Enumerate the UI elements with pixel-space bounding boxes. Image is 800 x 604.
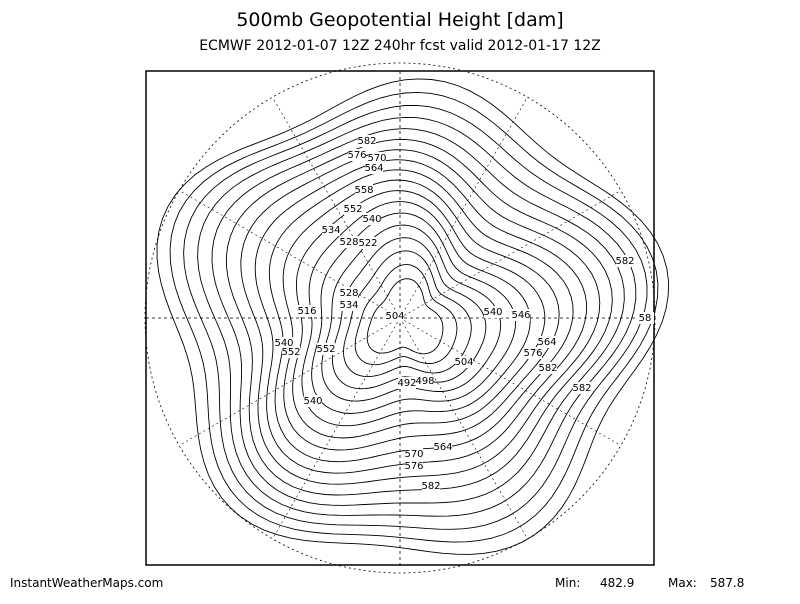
contour-label-bg	[386, 310, 404, 322]
contour-line	[268, 169, 574, 463]
contour-label: 546	[511, 310, 530, 321]
contour-label: 58	[639, 313, 652, 324]
contour-line	[254, 159, 588, 474]
contour-label: 492	[397, 378, 416, 389]
contour-label-bg	[416, 375, 434, 387]
contour-line	[211, 128, 625, 506]
contour-label-bg	[359, 237, 377, 249]
latitude-circle	[144, 62, 656, 574]
contour-line	[225, 138, 613, 496]
contour-label-bg	[365, 162, 383, 174]
contour-label-bg	[348, 149, 366, 161]
contour-label-bg	[340, 287, 358, 299]
contour-label-bg	[398, 377, 416, 389]
contour-label-bg	[422, 480, 440, 492]
contour-label-bg	[340, 299, 358, 311]
max-label: Max:	[668, 576, 697, 590]
contour-label: 582	[538, 363, 557, 374]
contour-label-bg	[538, 336, 556, 348]
contour-label-bg	[616, 255, 634, 267]
contour-label: 540	[483, 307, 502, 318]
contour-label-bg	[405, 448, 423, 460]
contour-label: 558	[354, 185, 373, 196]
contour-label: 540	[362, 214, 381, 225]
contour-label-bg	[539, 362, 557, 374]
contour-label-bg	[573, 382, 591, 394]
contour-label: 552	[281, 347, 300, 358]
contour-line	[240, 149, 601, 485]
title: 500mb Geopotential Height [dam]	[236, 9, 563, 31]
contour-label: 528	[339, 237, 358, 248]
contour-label: 504	[385, 311, 404, 322]
contour-label: 534	[321, 225, 340, 236]
contour-label-bg	[368, 152, 386, 164]
contour-line	[343, 250, 472, 378]
contour-label: 582	[357, 136, 376, 147]
contour-line	[311, 212, 516, 414]
contour-label-bg	[455, 356, 473, 368]
contour-label-bg	[358, 135, 376, 147]
contour-line	[366, 278, 444, 355]
contour-label: 522	[358, 238, 377, 249]
contour-label-bg	[344, 203, 362, 215]
contour-label-bg	[434, 441, 452, 453]
contour-label: 576	[404, 461, 423, 472]
contour-label: 582	[572, 383, 591, 394]
contour-label: 540	[303, 396, 322, 407]
subtitle: ECMWF 2012-01-07 12Z 240hr fcst valid 20…	[199, 38, 601, 54]
contour-label-bg	[322, 224, 340, 236]
contour-label: 582	[421, 481, 440, 492]
contour-line	[321, 224, 502, 402]
contour-line	[292, 190, 546, 439]
contour-line	[169, 91, 659, 543]
contour-label-bg	[524, 347, 542, 359]
contour-label: 516	[297, 306, 316, 317]
min-label: Min:	[555, 576, 580, 590]
contour-line	[282, 179, 560, 451]
contour-label-bg	[282, 346, 300, 358]
source: InstantWeatherMaps.com	[10, 576, 163, 590]
contour-label: 534	[339, 300, 358, 311]
contour-line	[331, 237, 487, 390]
contour-label: 582	[615, 256, 634, 267]
contour-label: 576	[347, 150, 366, 161]
contour-label: 564	[537, 337, 556, 348]
contour-label-bg	[636, 312, 654, 324]
contour-line	[183, 104, 648, 530]
contour-label-bg	[304, 395, 322, 407]
max-value: 587.8	[710, 576, 744, 590]
contour-label: 504	[454, 357, 473, 368]
contour-line	[301, 201, 531, 427]
contour-label: 576	[523, 348, 542, 359]
contour-line	[354, 264, 458, 366]
min-value: 482.9	[600, 576, 634, 590]
contour-label: 540	[274, 338, 293, 349]
contour-label-bg	[512, 309, 530, 321]
contour-label: 570	[367, 153, 386, 164]
contour-label: 564	[364, 163, 383, 174]
contour-label-bg	[317, 343, 335, 355]
contour-label: 570	[404, 449, 423, 460]
contour-line	[197, 116, 637, 517]
contour-label-bg	[363, 213, 381, 225]
contour-label: 552	[343, 204, 362, 215]
contour-label: 528	[339, 288, 358, 299]
contour-label-bg	[484, 306, 502, 318]
contour-label: 552	[316, 344, 335, 355]
contour-label: 498	[415, 376, 434, 387]
contour-line	[156, 78, 670, 555]
contour-label-bg	[340, 236, 358, 248]
contour-label: 564	[433, 442, 452, 453]
contour-label-bg	[298, 305, 316, 317]
contour-label-bg	[405, 460, 423, 472]
contour-label-bg	[355, 184, 373, 196]
